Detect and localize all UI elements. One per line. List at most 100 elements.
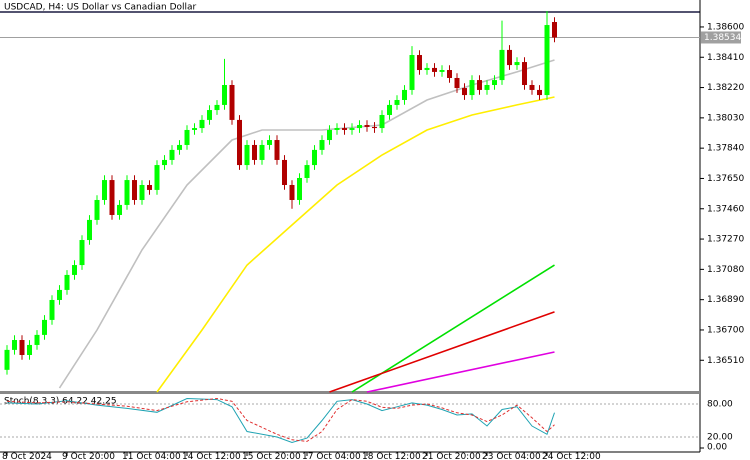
x-tick-label: 15 Oct 20:00 [242,452,301,460]
y-tick-label: 1.36700 [707,325,744,335]
candle-body [222,85,227,105]
candle-body [402,89,407,100]
candle-body [34,334,40,345]
candle-body [349,128,355,130]
y-tick-label: 1.36890 [707,295,744,305]
stochastic-line [6,397,555,442]
candle-body [387,104,392,115]
candle-body [282,159,287,185]
pane-separator [0,391,700,394]
candle-body [424,67,430,71]
candle-body [469,80,475,96]
candle-body [439,70,445,72]
current-price-label: 1.38534 [704,33,741,43]
candle-body [139,184,145,200]
x-tick-label: 14 Oct 12:00 [182,452,241,460]
candle-body [64,274,70,290]
candle-body [304,165,310,178]
x-tick-label: 21 Oct 20:00 [422,452,481,460]
candle-body [207,110,212,120]
candle-body [364,125,370,127]
candle-body [507,49,512,66]
y-tick-label: 1.37650 [707,174,744,184]
candle-body [447,70,452,78]
y-tick-label: 0.00 [707,443,727,453]
y-tick-label: 1.37460 [707,204,744,214]
y-tick-label: 1.38600 [707,22,744,32]
candle-body [327,129,332,141]
x-tick-label: 24 Oct 12:00 [542,452,601,460]
candle-body [319,140,325,150]
y-tick-label: 1.38030 [707,113,744,123]
candle-body [289,184,295,200]
candle-body [27,344,32,356]
candle-body [12,340,17,350]
current-price-box [701,31,741,44]
candle-body [477,80,482,90]
candle-body [87,219,92,241]
y-tick-label: 1.36510 [707,356,744,366]
candle-body [522,62,527,86]
candle-body [267,140,272,145]
candle-body [102,180,107,200]
y-tick-label: 20.00 [707,433,733,443]
candle-body [199,119,205,129]
x-tick-label: 18 Oct 12:00 [362,452,421,460]
candle-body [252,144,257,160]
candle-body [214,104,220,111]
candle-body [357,125,362,129]
moving-average [329,311,555,393]
candle-body [514,62,520,66]
moving-average [366,351,555,393]
candle-body [229,85,235,120]
candle-body [484,85,490,90]
candle-body [454,77,460,89]
candle-body [169,149,175,160]
x-tick-label: 17 Oct 04:00 [302,452,361,460]
candle-body [124,180,130,205]
candle-body [132,180,137,200]
candle-body [79,240,85,266]
candle-body [42,319,47,335]
candle-body [72,265,77,275]
candle-body [94,199,100,220]
stochastic-line [6,397,555,444]
candle-body [552,22,557,38]
candle-body [462,88,467,96]
candle-body [57,289,62,300]
x-tick-label: 23 Oct 04:00 [482,452,541,460]
y-tick-label: 1.37080 [707,265,744,275]
y-tick-label: 80.00 [707,400,733,410]
candle-body [192,128,197,130]
moving-average [351,264,555,393]
candle-body [4,349,10,370]
candle-body [312,149,317,166]
candle-body [394,99,400,105]
candle-body [274,140,280,160]
candle-body [244,144,250,166]
candle-body [379,114,385,129]
candle-body [162,159,167,166]
candle-body [417,55,422,71]
candle-body [342,128,347,130]
candle-body [432,67,437,72]
candle-body [372,126,377,129]
candle-body [184,129,190,145]
candle-body [177,144,182,150]
moving-average [156,96,555,393]
y-tick-label: 1.37270 [707,235,744,245]
candle-body [117,204,122,215]
y-tick-label: 1.38220 [707,83,744,93]
candle-body [19,340,25,356]
candle-body [259,144,265,160]
x-tick-label: 8 Oct 2024 [2,452,52,460]
candle-body [297,177,302,200]
chart-title: USDCAD, H4: US Dollar vs Canadian Dollar [4,3,197,13]
candle-body [409,55,415,90]
candle-body [492,80,497,86]
candle-body [49,299,55,320]
candle-body [544,25,550,96]
y-tick-label: 1.38410 [707,53,744,63]
